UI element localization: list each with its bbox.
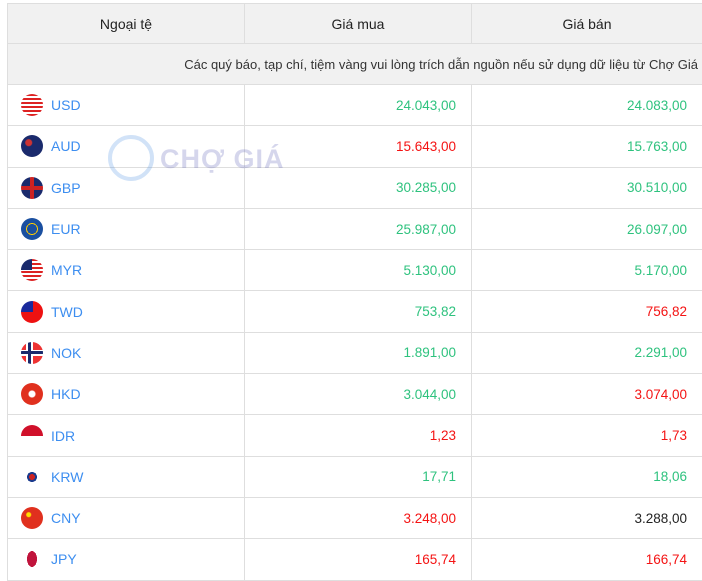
notice-text: Các quý báo, tạp chí, tiệm vàng vui lòng… [184,56,698,72]
currency-link-nok[interactable]: NOK [51,344,82,361]
buy-price: 15.643,00 [244,125,472,168]
table-row: TWD 753,82 756,82 [7,290,702,333]
table-header: Ngoại tệ Giá mua Giá bán [7,3,702,44]
currency-cell: GBP [7,166,245,209]
hk-flag-icon [21,383,43,406]
sell-price: 15.763,00 [471,125,702,168]
currency-cell: KRW [7,455,245,498]
header-currency: Ngoại tệ [7,3,245,44]
currency-cell: USD [7,83,245,127]
sell-price: 24.083,00 [471,83,702,127]
currency-cell: NOK [7,331,245,375]
buy-price: 1,23 [244,414,472,457]
sell-price: 26.097,00 [471,207,702,251]
sell-price: 2.291,00 [471,331,702,375]
buy-price: 3.248,00 [244,496,472,540]
currency-link-cny[interactable]: CNY [51,510,81,527]
table-row: CNY 3.248,00 3.288,00 [7,496,702,540]
eu-flag-icon [21,218,43,241]
tw-flag-icon [21,300,43,323]
currency-link-usd[interactable]: USD [51,97,81,114]
us-flag-icon [21,94,43,117]
my-flag-icon [21,259,43,282]
table-row: USD 24.043,00 24.083,00 [7,83,702,127]
buy-price: 753,82 [244,290,472,333]
currency-link-myr[interactable]: MYR [51,262,83,279]
table-row: EUR 25.987,00 26.097,00 [7,207,702,251]
currency-cell: EUR [7,207,245,251]
sell-price: 30.510,00 [471,166,702,209]
header-buy: Giá mua [244,3,472,44]
table-row: GBP 30.285,00 30.510,00 [7,166,702,209]
gb-flag-icon [21,176,43,199]
table-row: NOK 1.891,00 2.291,00 [7,331,702,375]
currency-link-twd[interactable]: TWD [51,303,83,320]
buy-price: 17,71 [244,455,472,498]
sell-price: 18,06 [471,455,702,498]
header-sell: Giá bán [471,3,702,44]
currency-link-krw[interactable]: KRW [51,468,84,485]
buy-price: 5.130,00 [244,249,472,292]
table-row: IDR 1,23 1,73 [7,414,702,457]
currency-link-gbp[interactable]: GBP [51,179,81,196]
currency-cell: JPY [7,538,245,581]
buy-price: 24.043,00 [244,83,472,127]
currency-link-eur[interactable]: EUR [51,221,81,238]
currency-cell: AUD [7,125,245,168]
buy-price: 3.044,00 [244,373,472,416]
cn-flag-icon [21,507,43,530]
id-flag-icon [21,424,43,447]
table-row: MYR 5.130,00 5.170,00 [7,249,702,292]
sell-price: 3.074,00 [471,373,702,416]
currency-link-aud[interactable]: AUD [51,138,81,155]
buy-price: 165,74 [244,538,472,581]
table-row: KRW 17,71 18,06 [7,455,702,498]
sell-price: 5.170,00 [471,249,702,292]
currency-link-jpy[interactable]: JPY [51,551,77,568]
currency-cell: IDR [7,414,245,457]
sell-price: 3.288,00 [471,496,702,540]
table-row: JPY 165,74 166,74 [7,538,702,581]
kr-flag-icon [21,465,43,488]
au-flag-icon [21,135,43,158]
exchange-rate-table: Ngoại tệ Giá mua Giá bán Các quý báo, tạ… [7,3,702,581]
buy-price: 1.891,00 [244,331,472,375]
currency-cell: TWD [7,290,245,333]
table-row: AUD 15.643,00 15.763,00 [7,125,702,168]
currency-link-idr[interactable]: IDR [51,427,76,444]
buy-price: 25.987,00 [244,207,472,251]
jp-flag-icon [21,548,43,571]
sell-price: 756,82 [471,290,702,333]
table-row: HKD 3.044,00 3.074,00 [7,373,702,416]
no-flag-icon [21,341,43,364]
notice-row: Các quý báo, tạp chí, tiệm vàng vui lòng… [7,43,702,85]
currency-cell: MYR [7,249,245,292]
currency-cell: HKD [7,373,245,416]
buy-price: 30.285,00 [244,166,472,209]
sell-price: 1,73 [471,414,702,457]
sell-price: 166,74 [471,538,702,581]
currency-cell: CNY [7,496,245,540]
currency-link-hkd[interactable]: HKD [51,386,81,403]
